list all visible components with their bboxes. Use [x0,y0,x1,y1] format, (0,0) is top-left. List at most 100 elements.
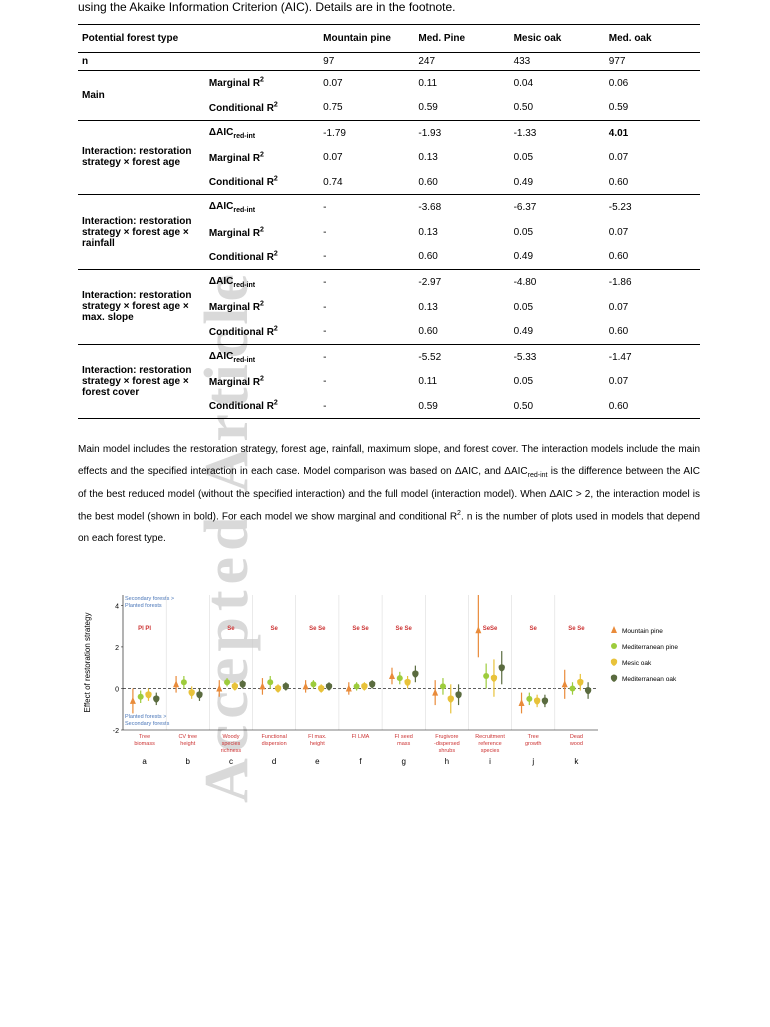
svg-text:height: height [310,741,325,747]
svg-text:g: g [401,757,405,766]
th-medo: Med. oak [605,25,700,53]
value-cell: 0.11 [414,71,509,96]
value-cell: -5.23 [605,195,700,221]
svg-text:mass: mass [397,741,410,747]
svg-text:biomass: biomass [134,741,155,747]
svg-text:reference: reference [478,741,501,747]
value-cell: 0.06 [605,71,700,96]
svg-text:Functional: Functional [261,734,286,740]
svg-text:Se Se: Se Se [396,626,413,632]
value-cell: 0.50 [510,95,605,120]
svg-text:species: species [481,748,500,754]
chart-svg: Effect of restoration strategy Secondary … [78,580,698,780]
value-cell: 0.07 [605,220,700,244]
svg-text:-2: -2 [113,728,119,735]
value-cell: - [319,319,414,344]
table-row: MainMarginal R20.070.110.040.06 [78,71,700,96]
svg-text:Se Se: Se Se [309,626,326,632]
value-cell: 0.11 [414,370,509,394]
metric-label: Marginal R2 [205,295,319,319]
value-cell: - [319,370,414,394]
metric-label: ΔAICred-int [205,344,319,370]
svg-text:Se Se: Se Se [568,626,585,632]
group-label: Interaction: restoration strategy × fore… [78,120,205,195]
value-cell: -5.33 [510,344,605,370]
value-cell: - [319,344,414,370]
value-cell: 0.60 [414,170,509,195]
value-cell: 0.49 [510,170,605,195]
svg-text:Effect of restoration strategy: Effect of restoration strategy [83,613,92,713]
svg-text:Woody: Woody [222,734,239,740]
value-cell: 0.60 [605,170,700,195]
svg-text:SeSe: SeSe [483,626,498,632]
value-cell: 0.13 [414,146,509,170]
value-cell: 0.05 [510,146,605,170]
svg-text:Se: Se [227,626,235,632]
svg-text:h: h [445,757,449,766]
svg-text:f: f [359,757,362,766]
value-cell: -6.37 [510,195,605,221]
value-cell: 0.04 [510,71,605,96]
value-cell: 0.07 [319,71,414,96]
svg-text:b: b [186,757,191,766]
metric-label: Marginal R2 [205,71,319,96]
th-medp: Med. Pine [414,25,509,53]
svg-text:Secondary forests >: Secondary forests > [125,596,174,602]
value-cell: -5.52 [414,344,509,370]
group-label: Interaction: restoration strategy × fore… [78,344,205,419]
svg-text:Mesic oak: Mesic oak [622,660,652,667]
th-mp: Mountain pine [319,25,414,53]
model-table: Potential forest type Mountain pine Med.… [78,24,700,419]
svg-text:4: 4 [115,603,119,610]
value-cell: -1.33 [510,120,605,146]
svg-text:Mountain pine: Mountain pine [622,628,663,635]
svg-text:wood: wood [569,741,583,747]
page-content: using the Akaike Information Criterion (… [0,0,770,800]
svg-text:FI seed: FI seed [395,734,413,740]
value-cell: - [319,394,414,419]
svg-text:e: e [315,757,320,766]
svg-text:Secondary forests: Secondary forests [125,721,170,727]
value-cell: 0.07 [319,146,414,170]
table-header-row: Potential forest type Mountain pine Med.… [78,25,700,53]
svg-text:Tree: Tree [139,734,150,740]
metric-label: Conditional R2 [205,170,319,195]
svg-text:Mediterranean oak: Mediterranean oak [622,676,677,683]
value-cell: -1.86 [605,269,700,295]
lead-text: using the Akaike Information Criterion (… [78,0,700,14]
svg-text:c: c [229,757,233,766]
value-cell: - [319,195,414,221]
value-cell: 0.59 [605,95,700,120]
group-label: Interaction: restoration strategy × fore… [78,269,205,344]
svg-text:Planted forests >: Planted forests > [125,714,166,720]
value-cell: 0.13 [414,220,509,244]
metric-label: ΔAICred-int [205,269,319,295]
value-cell: 0.60 [605,394,700,419]
value-cell: -1.79 [319,120,414,146]
svg-text:richness: richness [221,748,242,754]
svg-text:Mediterranean pine: Mediterranean pine [622,644,678,651]
value-cell: 0.60 [605,319,700,344]
value-cell: 0.75 [319,95,414,120]
value-cell: - [319,220,414,244]
group-label: Interaction: restoration strategy × fore… [78,195,205,270]
svg-text:j: j [531,757,534,766]
svg-text:Recruitment: Recruitment [475,734,505,740]
metric-label: Conditional R2 [205,245,319,270]
svg-text:0: 0 [115,686,119,693]
value-cell: 0.07 [605,146,700,170]
metric-label: Conditional R2 [205,319,319,344]
svg-text:height: height [180,741,195,747]
table-row: Interaction: restoration strategy × fore… [78,269,700,295]
value-cell: 0.49 [510,245,605,270]
svg-text:d: d [272,757,276,766]
svg-text:Se: Se [270,626,278,632]
value-cell: -3.68 [414,195,509,221]
svg-text:Planted forests: Planted forests [125,603,162,609]
svg-text:shrubs: shrubs [439,748,456,754]
value-cell: 0.13 [414,295,509,319]
svg-text:FI LMA: FI LMA [352,734,370,740]
svg-text:Frugivore: Frugivore [435,734,458,740]
table-row: Interaction: restoration strategy × fore… [78,195,700,221]
table-caption: Main model includes the restoration stra… [78,439,700,550]
